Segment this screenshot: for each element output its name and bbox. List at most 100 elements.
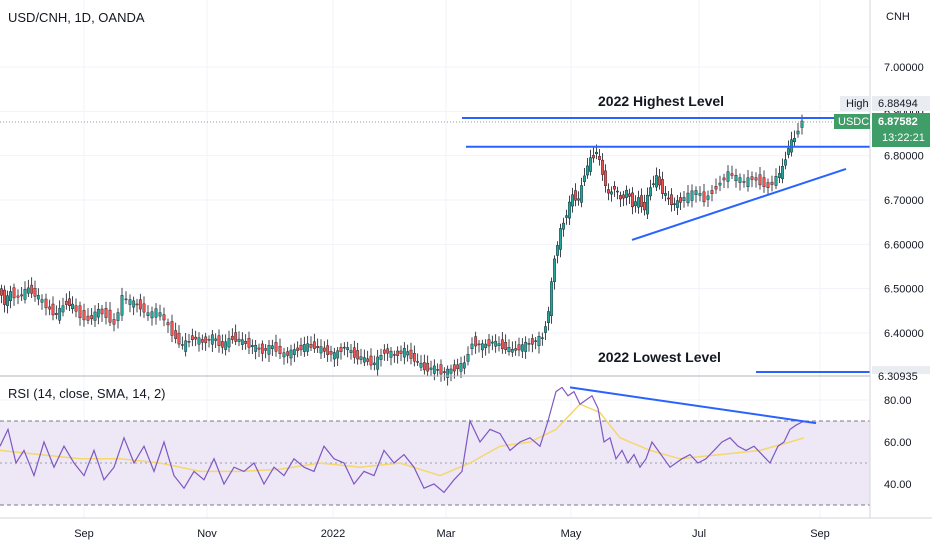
candle-down xyxy=(456,364,460,370)
candle-down xyxy=(392,354,396,356)
candle-up xyxy=(270,345,274,349)
candle-up xyxy=(556,245,559,256)
candle-down xyxy=(679,197,682,203)
candle-up xyxy=(282,352,286,358)
candle-up xyxy=(150,311,154,319)
candle-down xyxy=(264,348,268,351)
ascending-support-line xyxy=(631,168,847,241)
time-tick-label: Sep xyxy=(74,528,94,540)
candle-down xyxy=(426,362,430,372)
candle-up xyxy=(359,356,363,360)
candle-down xyxy=(260,343,264,354)
candle-up xyxy=(793,137,796,143)
candle-up xyxy=(616,190,619,193)
candle-up xyxy=(214,338,218,341)
candle-up xyxy=(534,340,538,342)
candle-down xyxy=(64,300,68,305)
candle-down xyxy=(487,339,491,347)
currency-label: CNH xyxy=(886,11,910,23)
candle-up xyxy=(774,176,778,186)
candle-up xyxy=(634,201,637,206)
candle-down xyxy=(730,173,734,176)
chart-title: USD/CNH, 1D, OANDA xyxy=(8,10,145,25)
candle-down xyxy=(16,295,20,298)
candle-up xyxy=(497,343,501,346)
candle-down xyxy=(710,190,714,194)
candle-up xyxy=(306,343,310,352)
candle-down xyxy=(670,194,673,206)
candle-up xyxy=(553,258,556,282)
candle-up xyxy=(336,350,340,359)
candle-down xyxy=(574,190,577,201)
candle-down xyxy=(661,179,664,194)
candle-down xyxy=(750,176,754,180)
candle-down xyxy=(108,309,112,323)
candle-down xyxy=(142,303,146,313)
candle-up xyxy=(254,344,258,352)
candle-up xyxy=(240,339,244,345)
candle-up xyxy=(544,326,547,333)
candle-up xyxy=(652,183,655,185)
candle-down xyxy=(162,314,166,321)
candle-down xyxy=(643,202,646,211)
candle-up xyxy=(436,369,440,371)
price-candles xyxy=(0,114,804,386)
candle-up xyxy=(289,349,293,359)
candle-down xyxy=(667,197,670,200)
candle-up xyxy=(586,165,589,176)
candle-up xyxy=(419,362,423,368)
candle-down xyxy=(100,308,104,315)
candle-up xyxy=(459,363,463,372)
candle-up xyxy=(734,175,738,182)
candle-down xyxy=(48,306,52,310)
candle-up xyxy=(40,299,44,303)
candle-up xyxy=(319,346,323,354)
candle-up xyxy=(550,281,553,316)
candle-up xyxy=(432,365,436,374)
candle-down xyxy=(326,345,330,355)
candle-up xyxy=(746,177,750,187)
candle-up xyxy=(210,334,214,345)
candle-up xyxy=(26,287,30,294)
candle-up xyxy=(778,173,781,178)
candle-down xyxy=(514,348,518,351)
candle-down xyxy=(104,308,108,318)
candle-up xyxy=(537,336,541,346)
price-tick-label: 6.50000 xyxy=(884,284,924,296)
candle-up xyxy=(494,340,498,347)
candle-down xyxy=(452,364,456,372)
candle-down xyxy=(54,313,58,315)
price-tick-label: 6.60000 xyxy=(884,239,924,251)
rsi-title: RSI (14, close, SMA, 14, 2) xyxy=(8,386,166,401)
candle-up xyxy=(342,346,346,349)
candle-down xyxy=(366,358,370,362)
trend-drawings[interactable] xyxy=(0,117,870,425)
candle-up xyxy=(9,291,12,302)
candle-up xyxy=(224,341,228,350)
candle-down xyxy=(601,159,604,175)
candle-up xyxy=(332,352,336,360)
candle-down xyxy=(30,284,34,294)
candle-up xyxy=(180,344,184,346)
candle-up xyxy=(466,354,470,362)
candle-up xyxy=(796,130,800,135)
candle-down xyxy=(86,315,90,321)
svg-text:6.88494: 6.88494 xyxy=(878,98,918,110)
candle-up xyxy=(349,350,353,353)
candle-down xyxy=(207,339,211,341)
candle-down xyxy=(758,174,762,186)
candle-up xyxy=(379,355,383,360)
candle-up xyxy=(655,175,658,188)
annotation-2022-highest-level: 2022 Highest Level xyxy=(598,93,724,109)
candle-down xyxy=(722,177,726,181)
candle-up xyxy=(610,191,613,195)
candle-down xyxy=(316,346,320,349)
candle-down xyxy=(274,342,278,352)
candle-up xyxy=(568,201,571,219)
candle-down xyxy=(190,335,194,341)
candle-down xyxy=(44,298,48,309)
time-tick-label: Sep xyxy=(810,528,830,540)
candle-down xyxy=(174,330,178,339)
svg-text:6.87582: 6.87582 xyxy=(878,116,918,128)
